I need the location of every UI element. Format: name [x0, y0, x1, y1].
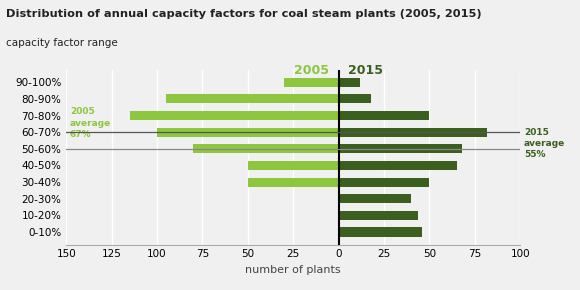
Bar — [339, 161, 456, 170]
Bar — [339, 111, 429, 120]
Text: Distribution of annual capacity factors for coal steam plants (2005, 2015): Distribution of annual capacity factors … — [6, 9, 481, 19]
Bar — [339, 78, 360, 87]
Bar — [166, 94, 339, 104]
Bar — [193, 144, 339, 153]
Bar — [157, 128, 339, 137]
Text: 2015
average
55%: 2015 average 55% — [524, 128, 565, 160]
Bar — [339, 128, 487, 137]
Bar — [339, 227, 422, 237]
Bar — [339, 177, 429, 187]
Text: 2015: 2015 — [349, 64, 383, 77]
Bar — [130, 111, 339, 120]
Bar — [339, 211, 419, 220]
Bar — [248, 161, 339, 170]
Bar — [284, 78, 339, 87]
Text: 2005: 2005 — [294, 64, 329, 77]
Text: capacity factor range: capacity factor range — [6, 38, 118, 48]
Bar — [248, 177, 339, 187]
X-axis label: number of plants: number of plants — [245, 265, 341, 275]
Bar — [339, 144, 462, 153]
Bar — [339, 194, 411, 203]
Text: 2005
average
67%: 2005 average 67% — [70, 107, 111, 139]
Bar — [339, 94, 371, 104]
